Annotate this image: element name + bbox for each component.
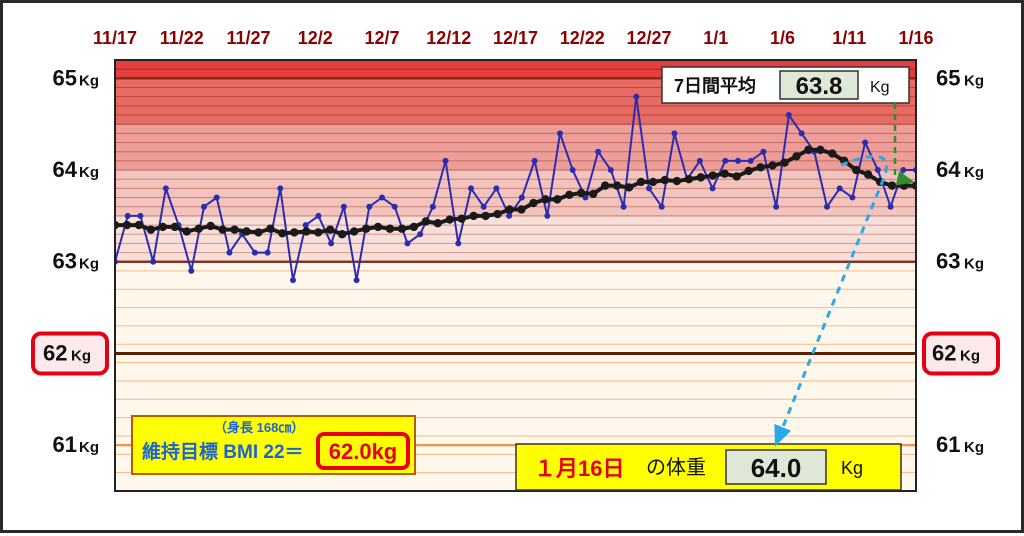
today-value: 64.0 — [751, 453, 802, 483]
x-tick-label: 11/22 — [160, 28, 204, 48]
y-tick-left: 64Kg — [53, 157, 99, 182]
x-tick-label: 1/11 — [832, 28, 866, 48]
svg-text:Kg: Kg — [964, 72, 984, 89]
avg7-label: 7日間平均 — [674, 75, 756, 96]
x-tick-label: 12/17 — [493, 28, 538, 48]
svg-text:Kg: Kg — [79, 256, 99, 273]
y-tick-right: 63Kg — [936, 249, 984, 274]
x-tick-label: 12/7 — [364, 28, 399, 48]
svg-text:Kg: Kg — [71, 347, 91, 364]
x-tick-label: 11/17 — [93, 28, 137, 48]
y-tick-right: 61Kg — [936, 432, 984, 457]
x-tick-label: 12/27 — [626, 28, 671, 48]
chart-frame: 11/17 11/22 11/27 12/2 12/7 12/12 12/17 12/22 12… — [0, 0, 1024, 533]
bmi-label: 維持目標 BMI 22＝ — [142, 440, 304, 463]
bmi-target-badge: （身長 168㎝） 維持目標 BMI 22＝ 62.0kg — [132, 416, 415, 474]
x-tick-label: 1/16 — [898, 28, 933, 48]
svg-text:62: 62 — [932, 340, 956, 365]
y-tick-right: 65Kg — [936, 65, 984, 90]
weight-chart: 11/17 11/22 11/27 12/2 12/7 12/12 12/17 12/22 12… — [3, 3, 1024, 536]
svg-text:Kg: Kg — [79, 439, 99, 456]
svg-text:65: 65 — [53, 65, 77, 90]
bmi-prefix: （身長 168㎝） — [214, 420, 304, 435]
avg7-value: 63.8 — [796, 73, 843, 100]
y-tick-left: 61Kg — [53, 432, 99, 457]
svg-text:64: 64 — [936, 157, 961, 182]
x-tick-label: 12/12 — [426, 28, 471, 48]
svg-text:63: 63 — [53, 249, 77, 274]
x-tick-label: 1/6 — [770, 28, 795, 48]
y-tick-right: 64Kg — [936, 157, 984, 182]
svg-text:Kg: Kg — [964, 439, 984, 456]
svg-text:62: 62 — [43, 340, 67, 365]
x-tick-label: 11/27 — [226, 28, 270, 48]
svg-text:Kg: Kg — [964, 164, 984, 181]
svg-text:61: 61 — [53, 432, 77, 457]
svg-text:Kg: Kg — [964, 256, 984, 273]
svg-text:64: 64 — [53, 157, 78, 182]
svg-text:63: 63 — [936, 249, 960, 274]
x-tick-label: 12/2 — [298, 28, 333, 48]
x-tick-label: 1/1 — [703, 28, 728, 48]
y-tick-left: 65Kg — [53, 65, 99, 90]
svg-text:Kg: Kg — [960, 347, 980, 364]
today-date: １月16日 — [534, 456, 624, 481]
today-suffix: の体重 — [646, 456, 706, 479]
svg-text:Kg: Kg — [79, 164, 99, 181]
avg7-unit: Kg — [870, 79, 890, 96]
y-tick-left: 63Kg — [53, 249, 99, 274]
bmi-value: 62.0kg — [329, 439, 398, 464]
svg-text:61: 61 — [936, 432, 960, 457]
x-tick-label: 12/22 — [560, 28, 605, 48]
svg-text:Kg: Kg — [79, 72, 99, 89]
svg-text:65: 65 — [936, 65, 960, 90]
today-unit: Kg — [841, 458, 863, 478]
